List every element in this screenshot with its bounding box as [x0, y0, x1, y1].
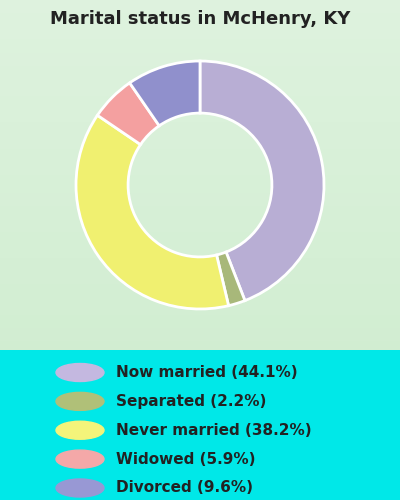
Bar [0, 127, 400, 131]
Bar [0, 158, 400, 162]
Bar [0, 122, 400, 127]
Bar [0, 4, 400, 8]
Bar [0, 223, 400, 228]
Wedge shape [76, 116, 228, 309]
Bar [0, 293, 400, 298]
Wedge shape [216, 252, 245, 306]
Text: Never married (38.2%): Never married (38.2%) [116, 423, 312, 438]
Bar [0, 201, 400, 205]
Bar [0, 210, 400, 214]
Bar [0, 192, 400, 197]
Circle shape [56, 421, 104, 440]
Wedge shape [130, 61, 200, 126]
Bar [0, 310, 400, 315]
Bar [0, 162, 400, 166]
Circle shape [56, 479, 104, 497]
Bar [0, 175, 400, 180]
Bar [0, 315, 400, 320]
Bar [0, 206, 400, 210]
Bar [0, 250, 400, 254]
Bar [0, 184, 400, 188]
Bar [0, 66, 400, 70]
Bar [0, 228, 400, 232]
Bar [0, 180, 400, 184]
Bar [0, 30, 400, 35]
Bar [0, 0, 400, 4]
Text: Marital status in McHenry, KY: Marital status in McHenry, KY [50, 10, 350, 28]
Bar [0, 240, 400, 245]
Bar [0, 166, 400, 170]
Bar [0, 188, 400, 192]
Bar [0, 61, 400, 66]
Bar [0, 114, 400, 118]
Bar [0, 140, 400, 144]
Bar [0, 70, 400, 74]
Text: Widowed (5.9%): Widowed (5.9%) [116, 452, 256, 466]
Bar [0, 214, 400, 219]
Text: Divorced (9.6%): Divorced (9.6%) [116, 480, 253, 496]
Bar [0, 170, 400, 175]
Bar [0, 118, 400, 122]
Bar [0, 258, 400, 262]
Bar [0, 219, 400, 223]
Bar [0, 18, 400, 22]
Bar [0, 144, 400, 149]
Bar [0, 337, 400, 341]
Circle shape [56, 392, 104, 410]
Bar [0, 197, 400, 201]
Bar [0, 26, 400, 30]
Bar [0, 57, 400, 61]
Circle shape [56, 364, 104, 382]
Bar [0, 83, 400, 87]
Bar [0, 288, 400, 293]
Wedge shape [200, 61, 324, 300]
Bar [0, 13, 400, 18]
Bar [0, 262, 400, 267]
Bar [0, 153, 400, 158]
Bar [0, 320, 400, 324]
Bar [0, 341, 400, 345]
Bar [0, 149, 400, 153]
Wedge shape [98, 83, 159, 144]
Bar [0, 302, 400, 306]
Bar [0, 92, 400, 96]
Bar [0, 74, 400, 78]
Bar [0, 105, 400, 110]
Bar [0, 346, 400, 350]
Bar [0, 254, 400, 258]
Bar [0, 131, 400, 136]
Bar [0, 324, 400, 328]
Bar [0, 22, 400, 26]
Bar [0, 332, 400, 337]
Bar [0, 271, 400, 276]
Bar [0, 245, 400, 250]
Bar [0, 136, 400, 140]
Bar [0, 232, 400, 236]
Bar [0, 40, 400, 44]
Bar [0, 52, 400, 57]
Bar [0, 298, 400, 302]
Bar [0, 100, 400, 105]
Bar [0, 48, 400, 52]
Text: Now married (44.1%): Now married (44.1%) [116, 365, 298, 380]
Bar [0, 78, 400, 83]
Bar [0, 110, 400, 114]
Bar [0, 44, 400, 48]
Bar [0, 284, 400, 289]
Bar [0, 306, 400, 310]
Bar [0, 267, 400, 271]
Circle shape [56, 450, 104, 468]
Bar [0, 328, 400, 332]
Bar [0, 8, 400, 13]
Bar [0, 276, 400, 280]
Bar [0, 35, 400, 40]
Text: Separated (2.2%): Separated (2.2%) [116, 394, 266, 409]
Bar [0, 88, 400, 92]
Bar [0, 280, 400, 284]
Bar [0, 236, 400, 240]
Bar [0, 96, 400, 100]
